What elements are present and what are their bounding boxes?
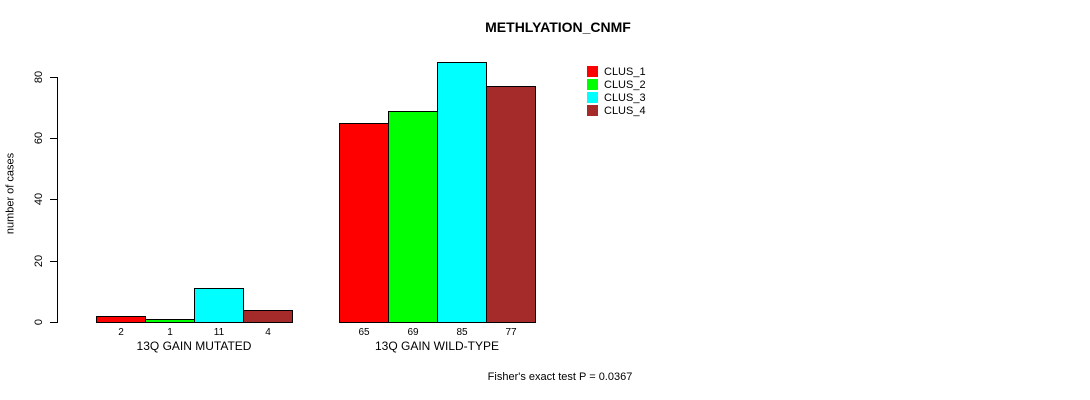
- y-tick-label: 80: [33, 70, 45, 84]
- legend-swatch-clus-3: [587, 92, 598, 103]
- legend-item-clus-2: CLUS_2: [587, 78, 646, 91]
- legend-item-clus-4: CLUS_4: [587, 104, 646, 117]
- bar-value-label: 85: [456, 327, 468, 338]
- y-tick-mark: [50, 77, 57, 78]
- legend: CLUS_1 CLUS_2 CLUS_3 CLUS_4: [587, 65, 646, 117]
- bar-clus_3-group2: [437, 62, 487, 323]
- bar-clus_4-group1: [243, 310, 293, 323]
- y-tick-mark: [50, 199, 57, 200]
- y-tick-label: 40: [33, 192, 45, 206]
- fisher-test-annotation: Fisher's exact test P = 0.0367: [487, 371, 633, 383]
- chart-title: METHLYATION_CNMF: [485, 19, 631, 35]
- y-tick-label: 0: [33, 318, 45, 326]
- legend-swatch-clus-1: [587, 66, 598, 77]
- bar-value-label: 65: [358, 327, 370, 338]
- y-axis-line: [57, 77, 58, 323]
- y-tick-label: 20: [33, 254, 45, 268]
- legend-label-clus-1: CLUS_1: [604, 65, 646, 78]
- y-tick-mark: [50, 322, 57, 323]
- bar-value-label: 11: [213, 327, 225, 338]
- x-category-label: 13Q GAIN WILD-TYPE: [374, 339, 500, 353]
- y-tick-label: 60: [33, 131, 45, 145]
- bar-value-label: 4: [265, 327, 271, 338]
- bar-value-label: 1: [167, 327, 173, 338]
- bar-value-label: 69: [407, 327, 419, 338]
- bar-clus_1-group2: [339, 123, 389, 323]
- bar-clus_4-group2: [486, 86, 536, 323]
- legend-label-clus-4: CLUS_4: [604, 104, 646, 117]
- legend-item-clus-3: CLUS_3: [587, 91, 646, 104]
- legend-label-clus-2: CLUS_2: [604, 78, 646, 91]
- bar-value-label: 77: [505, 327, 517, 338]
- legend-swatch-clus-2: [587, 79, 598, 90]
- bar-clus_1-group1: [96, 316, 146, 323]
- bar-clus_3-group1: [194, 288, 244, 323]
- bar-clus_2-group2: [388, 111, 438, 323]
- x-category-label: 13Q GAIN MUTATED: [136, 339, 252, 353]
- legend-label-clus-3: CLUS_3: [604, 91, 646, 104]
- legend-swatch-clus-4: [587, 105, 598, 116]
- bar-clus_2-group1: [145, 319, 195, 323]
- bar-value-label: 2: [118, 327, 124, 338]
- y-tick-mark: [50, 261, 57, 262]
- y-tick-mark: [50, 138, 57, 139]
- legend-item-clus-1: CLUS_1: [587, 65, 646, 78]
